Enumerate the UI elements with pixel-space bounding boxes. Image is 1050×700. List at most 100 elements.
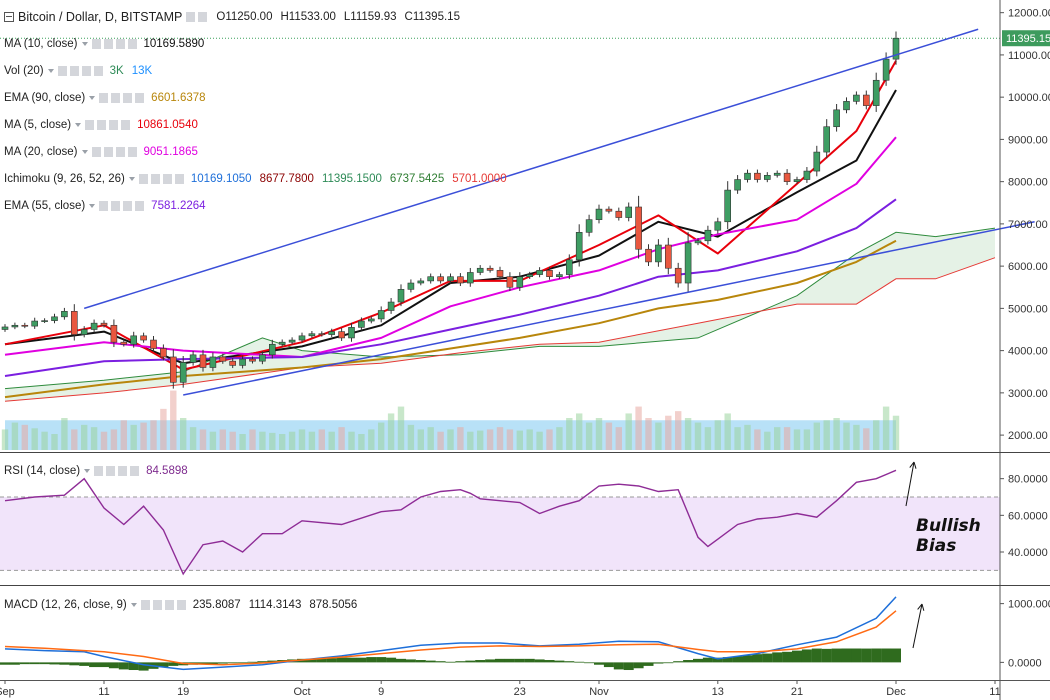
candle-body[interactable] — [645, 248, 652, 263]
indicator-controls-icon[interactable] — [91, 39, 138, 49]
candle-body[interactable] — [803, 170, 811, 180]
indicator-controls-icon[interactable] — [138, 174, 185, 184]
indicator-controls-icon[interactable] — [91, 147, 138, 157]
caret-down-icon[interactable] — [84, 469, 91, 473]
candle-body[interactable] — [308, 333, 316, 337]
candle-body[interactable] — [407, 282, 415, 290]
candle-body[interactable] — [813, 151, 821, 172]
candle-body[interactable] — [100, 322, 108, 326]
candle-body[interactable] — [377, 310, 385, 320]
candle-body[interactable] — [823, 126, 831, 153]
candle-body[interactable] — [51, 316, 58, 321]
candle-body[interactable] — [882, 58, 890, 81]
candle-body[interactable] — [229, 360, 236, 366]
candle-body[interactable] — [447, 276, 454, 282]
indicator-legend-4[interactable]: MA (20, close) 9051.1865 — [4, 144, 206, 160]
indicator-legend-1[interactable]: Vol (20) 3K 13K — [4, 63, 160, 79]
candle-body[interactable] — [120, 341, 128, 345]
candle-body[interactable] — [625, 206, 633, 218]
candle-body[interactable] — [71, 311, 78, 335]
candle-body[interactable] — [734, 179, 741, 191]
caret-down-icon[interactable] — [81, 150, 88, 154]
indicator-legend-5[interactable]: Ichimoku (9, 26, 52, 26) 10169.1050 8677.7… — [4, 171, 515, 187]
candle-body[interactable] — [486, 267, 494, 271]
candle-body[interactable] — [219, 356, 227, 362]
candle-body[interactable] — [160, 348, 167, 358]
indicator-legend-3[interactable]: MA (5, close) 10861.0540 — [4, 117, 206, 133]
trendline-extension[interactable] — [895, 28, 979, 56]
candle-body[interactable] — [288, 339, 296, 343]
caret-down-icon[interactable] — [128, 177, 135, 181]
trendlines[interactable] — [83, 28, 1035, 396]
indicator-controls-icon[interactable] — [85, 120, 132, 130]
candle-body[interactable] — [318, 333, 326, 336]
candle-body[interactable] — [872, 79, 880, 106]
candle-body[interactable] — [684, 242, 692, 284]
caret-down-icon[interactable] — [75, 123, 82, 127]
rsi-controls-icon[interactable] — [94, 466, 141, 476]
candle-body[interactable] — [239, 358, 246, 366]
candle-body[interactable] — [209, 356, 217, 368]
candle-body[interactable] — [585, 219, 593, 233]
candle-body[interactable] — [526, 274, 534, 277]
candle-body[interactable] — [605, 208, 613, 212]
candle-body[interactable] — [565, 259, 573, 275]
candle-body[interactable] — [724, 189, 732, 223]
candle-body[interactable] — [427, 276, 435, 282]
candle-body[interactable] — [298, 335, 306, 341]
candle-body[interactable] — [655, 244, 662, 263]
indicator-legend-6[interactable]: EMA (55, close) 7581.2264 — [4, 198, 214, 214]
candle-body[interactable] — [259, 354, 266, 362]
candle-body[interactable] — [80, 329, 88, 335]
indicator-controls-icon[interactable] — [99, 201, 146, 211]
series-controls-icon[interactable] — [186, 12, 211, 22]
indicator-controls-icon[interactable] — [57, 66, 104, 76]
candle-body[interactable] — [457, 276, 464, 284]
candle-body[interactable] — [130, 335, 137, 345]
indicator-legend-2[interactable]: EMA (90, close) 6601.6378 — [4, 90, 214, 106]
candle-body[interactable] — [694, 240, 702, 244]
candle-body[interactable] — [833, 109, 840, 128]
candle-body[interactable] — [11, 324, 19, 328]
trendline[interactable] — [183, 221, 1035, 396]
caret-down-icon[interactable] — [89, 204, 96, 208]
candle-body[interactable] — [556, 274, 563, 277]
candle-body[interactable] — [170, 356, 177, 383]
candle-body[interactable] — [338, 331, 345, 339]
candle-body[interactable] — [783, 172, 791, 182]
indicator-legend-0[interactable]: MA (10, close) 10169.5890 — [4, 36, 212, 52]
candle-body[interactable] — [150, 339, 157, 349]
candle-body[interactable] — [506, 276, 514, 288]
candle-body[interactable] — [41, 320, 48, 322]
trendline[interactable] — [83, 54, 897, 310]
candle-body[interactable] — [358, 320, 365, 328]
candle-body[interactable] — [110, 324, 118, 343]
symbol-header[interactable]: Bitcoin / Dollar, D, BITSTAMP O11250.00 H1… — [4, 9, 468, 25]
candle-body[interactable] — [140, 335, 147, 341]
candle-body[interactable] — [437, 276, 444, 282]
candle-body[interactable] — [744, 172, 751, 180]
candle-body[interactable] — [704, 229, 712, 242]
candle-body[interactable] — [674, 267, 682, 284]
candle-body[interactable] — [90, 322, 98, 330]
candle-body[interactable] — [387, 301, 395, 311]
candle-body[interactable] — [179, 362, 187, 383]
candle-body[interactable] — [476, 267, 484, 273]
candle-body[interactable] — [793, 179, 801, 182]
last-price-badge[interactable] — [1002, 30, 1050, 47]
candle-body[interactable] — [714, 221, 722, 231]
candle-body[interactable] — [328, 331, 336, 335]
candle-body[interactable] — [763, 175, 771, 180]
macd-controls-icon[interactable] — [140, 600, 187, 610]
candle-body[interactable] — [397, 289, 405, 303]
candle-body[interactable] — [575, 232, 583, 261]
candle-body[interactable] — [595, 208, 603, 220]
indicator-controls-icon[interactable] — [99, 93, 146, 103]
candle-body[interactable] — [31, 320, 39, 327]
candle-body[interactable] — [635, 206, 642, 250]
candle-body[interactable] — [21, 324, 29, 327]
macd-legend[interactable]: MACD (12, 26, close, 9) 235.8087 1114.3143… — [4, 597, 365, 613]
candle-body[interactable] — [615, 210, 623, 218]
candle-body[interactable] — [754, 172, 761, 180]
